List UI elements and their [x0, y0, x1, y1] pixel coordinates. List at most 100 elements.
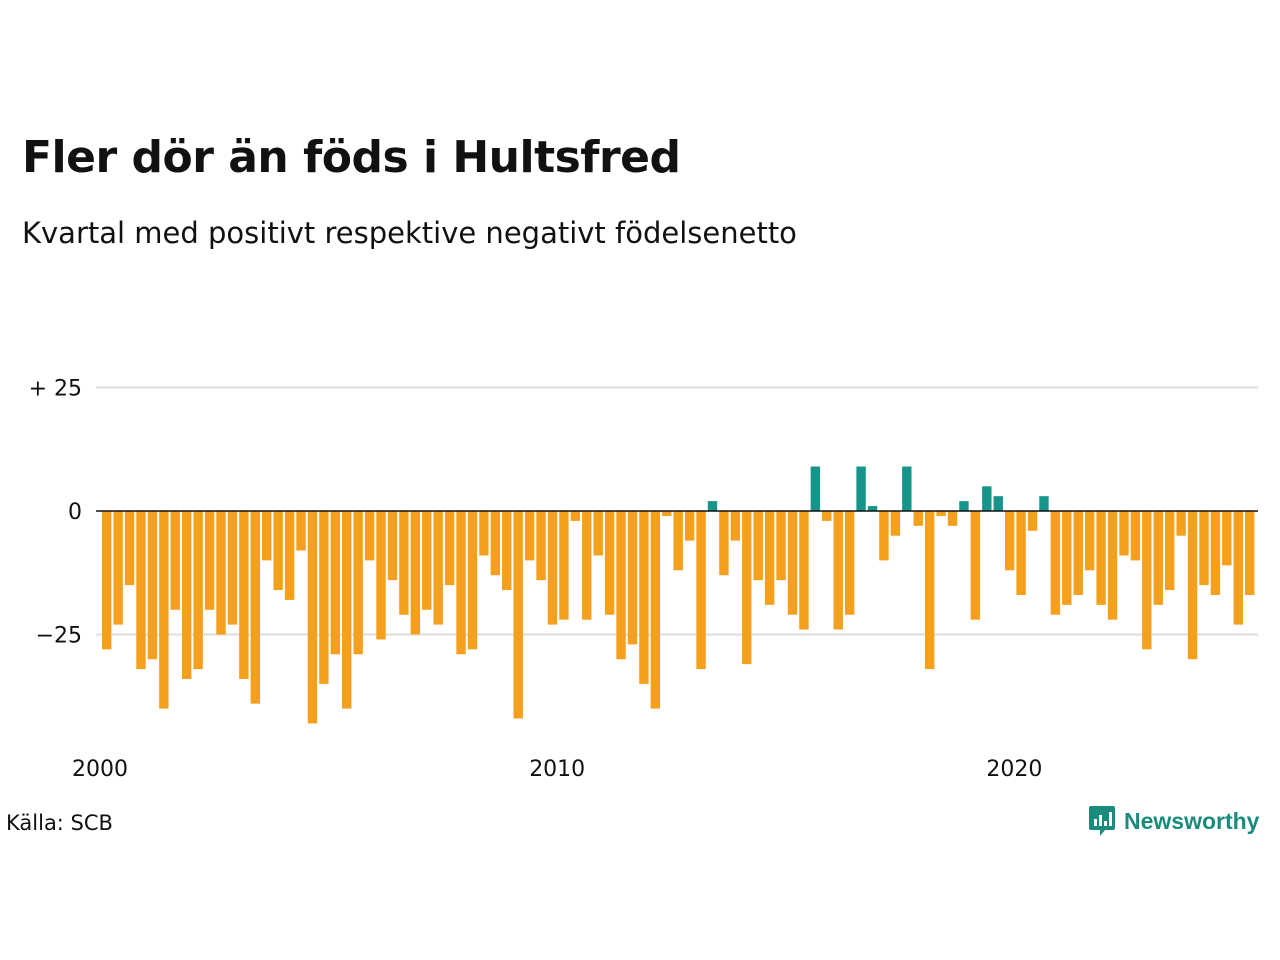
bar-positive	[867, 506, 878, 511]
bar-positive	[810, 466, 821, 511]
bar-negative	[490, 511, 501, 576]
bar-negative	[353, 511, 363, 655]
bar-negative	[616, 511, 626, 660]
bar-negative	[627, 511, 638, 645]
bar-positive	[902, 466, 912, 511]
newsworthy-logo-icon	[1089, 806, 1115, 836]
bar-negative	[604, 511, 615, 615]
bar-negative	[1153, 511, 1163, 605]
bar-negative	[1096, 511, 1106, 605]
bar-negative	[124, 511, 135, 586]
bar-negative	[479, 511, 489, 556]
bar-negative	[273, 511, 283, 591]
bar-negative	[593, 511, 603, 556]
bar-negative	[102, 511, 112, 650]
bar-negative	[307, 511, 318, 724]
bar-negative	[113, 511, 123, 625]
bar-positive	[856, 466, 866, 511]
bar-negative	[1187, 511, 1198, 660]
bar-negative	[684, 511, 695, 541]
bar-negative	[170, 511, 180, 610]
bar-negative	[364, 511, 375, 561]
bar-negative	[342, 511, 352, 709]
bar-positive	[707, 501, 718, 511]
bar-negative	[193, 511, 203, 670]
bar-negative	[696, 511, 706, 670]
bar-positive	[982, 486, 992, 511]
bar-negative	[662, 511, 672, 516]
bar-negative	[639, 511, 649, 684]
bar-negative	[502, 511, 512, 591]
bar-negative	[1062, 511, 1072, 605]
bar-negative	[1245, 511, 1255, 595]
bar-negative	[547, 511, 558, 625]
bar-negative	[467, 511, 478, 650]
bar-negative	[650, 511, 661, 709]
x-tick-label: 2000	[72, 757, 128, 782]
bar-negative	[1050, 511, 1061, 615]
bar-negative	[673, 511, 683, 571]
bar-negative	[1027, 511, 1038, 531]
bar-negative	[787, 511, 798, 615]
bar-negative	[136, 511, 146, 670]
bar-negative	[913, 511, 923, 526]
bar-negative	[936, 511, 946, 516]
bar-negative	[1142, 511, 1152, 650]
bar-negative	[387, 511, 398, 581]
bar-negative	[1130, 511, 1141, 561]
y-tick-label: −25	[36, 624, 82, 649]
bar-negative	[890, 511, 901, 536]
bar-negative	[250, 511, 260, 704]
bar-negative	[776, 511, 786, 581]
bar-negative	[879, 511, 889, 561]
bar-negative	[1107, 511, 1118, 620]
bar-positive	[1039, 496, 1049, 511]
bar-negative	[924, 511, 935, 670]
bar-negative	[1222, 511, 1232, 566]
bar-negative	[319, 511, 329, 684]
bar-negative	[330, 511, 340, 655]
bar-negative	[444, 511, 455, 586]
bar-negative	[227, 511, 238, 625]
bar-negative	[764, 511, 775, 605]
bar-negative	[1016, 511, 1026, 595]
bar-negative	[204, 511, 215, 610]
bar-negative	[1073, 511, 1083, 595]
bar-negative	[742, 511, 752, 665]
brand-logo: Newsworthy	[1088, 804, 1259, 838]
bar-negative	[262, 511, 272, 561]
bar-negative	[970, 511, 981, 620]
bar-negative	[524, 511, 535, 561]
y-tick-label: + 25	[29, 377, 82, 402]
bar-positive	[993, 496, 1003, 511]
bar-negative	[147, 511, 158, 660]
bar-negative	[216, 511, 226, 635]
chart-subtitle: Kvartal med positivt respektive negativt…	[22, 216, 797, 250]
chart-title: Fler dör än föds i Hultsfred	[22, 132, 681, 183]
bar-positive	[959, 501, 969, 511]
source-note: Källa: SCB	[6, 811, 113, 835]
brand-name: Newsworthy	[1124, 807, 1260, 834]
bar-negative	[1210, 511, 1221, 595]
bar-negative	[582, 511, 592, 620]
bar-negative	[1119, 511, 1129, 556]
bar-negative	[1233, 511, 1243, 625]
bar-negative	[410, 511, 421, 635]
x-tick-label: 2020	[986, 757, 1042, 782]
bar-negative	[822, 511, 832, 521]
bar-negative	[1004, 511, 1015, 571]
bar-negative	[947, 511, 958, 526]
bar-negative	[536, 511, 546, 581]
bar-negative	[296, 511, 306, 551]
bar-negative	[1164, 511, 1175, 591]
bar-negative	[570, 511, 581, 521]
bar-negative	[239, 511, 249, 679]
bar-negative	[182, 511, 192, 679]
bar-negative	[719, 511, 729, 576]
bar-negative	[730, 511, 741, 541]
bar-negative	[456, 511, 466, 655]
bar-negative	[422, 511, 432, 610]
y-tick-label: 0	[68, 500, 82, 525]
bar-negative	[1176, 511, 1186, 536]
